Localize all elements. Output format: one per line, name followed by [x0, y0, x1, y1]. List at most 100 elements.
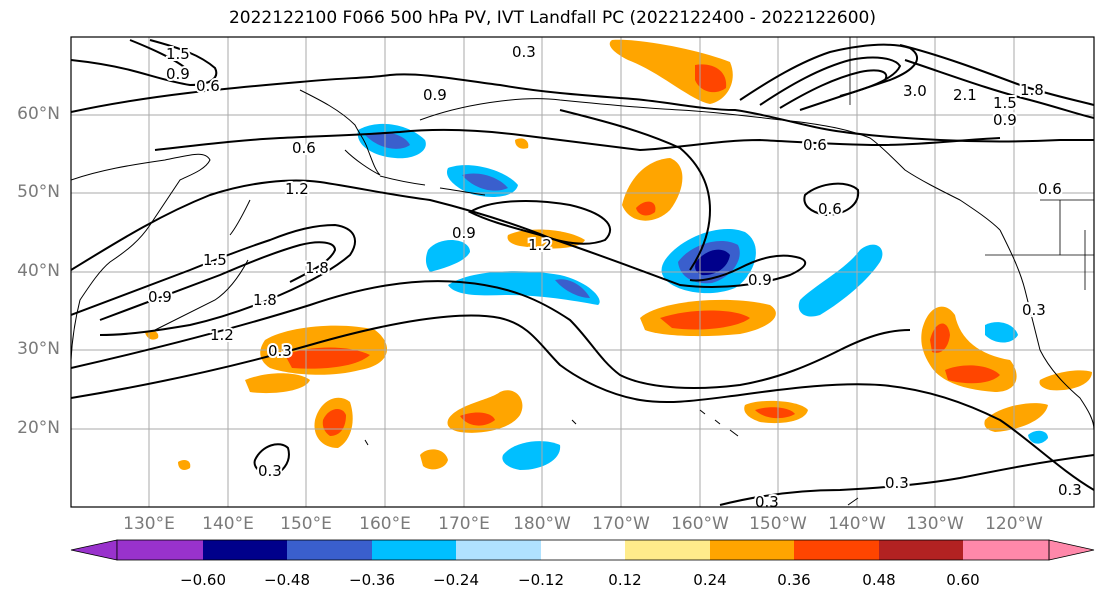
- colorbar-segment: [710, 540, 794, 560]
- contour-line: [99, 241, 337, 321]
- lat-label: 20°N: [17, 418, 60, 438]
- contour-label: 1.2: [528, 236, 552, 254]
- colorbar-segment: [203, 540, 287, 560]
- contour-line: [253, 443, 290, 477]
- contour-label: 0.9: [148, 288, 172, 306]
- contour-label: 0.3: [1058, 481, 1082, 499]
- colorbar-segment: [287, 540, 372, 560]
- map-title: 2022122100 F066 500 hPa PV, IVT Landfall…: [228, 8, 876, 28]
- contour-line: [154, 128, 1001, 152]
- pv-negative-patch: [462, 173, 508, 191]
- contour-label: 0.9: [993, 111, 1017, 129]
- lon-label: 150°W: [749, 514, 807, 534]
- alaska-coastline: [419, 98, 1001, 231]
- pv-positive-patch: [420, 449, 448, 470]
- contour-label: 0.3: [1022, 301, 1046, 319]
- lon-label: 160°E: [359, 514, 411, 534]
- contour-line: [71, 280, 911, 389]
- lon-label: 170°E: [438, 514, 490, 534]
- colorbar: [70, 539, 1095, 561]
- colorbar-frame: [116, 539, 1050, 561]
- pv-negative-patch: [365, 132, 410, 149]
- contour-label: 0.3: [268, 342, 292, 360]
- pv-negative-patch: [555, 279, 590, 298]
- contour-label: 0.9: [452, 224, 476, 242]
- lon-label: 140°E: [202, 514, 254, 534]
- contour-line: [71, 39, 218, 87]
- contour-line: [129, 39, 191, 73]
- lon-label: 180°W: [513, 514, 571, 534]
- colorbar-tick-label: −0.36: [349, 571, 395, 589]
- hawaii-islands: [699, 409, 739, 437]
- graticule: [71, 37, 1094, 507]
- shading-layer: [145, 39, 1092, 470]
- lon-label: 120°W: [985, 514, 1043, 534]
- colorbar-tick-label: 0.60: [946, 571, 980, 589]
- lon-label: 150°E: [280, 514, 332, 534]
- colorbar-segment: [794, 540, 879, 560]
- japan-coastline: [154, 199, 251, 331]
- contour-label: 0.6: [1038, 180, 1062, 198]
- pv-positive-patch: [695, 64, 727, 93]
- contour-label: 1.8: [253, 291, 277, 309]
- colorbar-segment: [372, 540, 456, 560]
- colorbar-tick-label: 0.24: [693, 571, 727, 589]
- contour-label: 0.9: [423, 86, 447, 104]
- colorbar-segment: [541, 540, 625, 560]
- pacific-islands: [364, 419, 859, 506]
- pv-positive-patch: [460, 412, 495, 426]
- lon-label: 130°E: [123, 514, 175, 534]
- pv-negative-patch: [502, 441, 561, 470]
- colorbar-tick-label: 0.48: [862, 571, 896, 589]
- lon-label: 130°W: [906, 514, 964, 534]
- lon-label: 140°W: [828, 514, 886, 534]
- contour-line: [71, 314, 1094, 491]
- pv-negative-patch: [798, 244, 883, 317]
- colorbar-segment: [625, 540, 710, 560]
- contour-label: 0.6: [803, 136, 827, 154]
- lat-label: 40°N: [17, 261, 60, 281]
- contour-label: 0.6: [292, 139, 316, 157]
- contour-line: [779, 69, 888, 109]
- contour-label: 1.8: [1020, 81, 1044, 99]
- coastlines: [71, 89, 1094, 506]
- contour-line: [71, 73, 1094, 143]
- contour-line: [899, 44, 1094, 106]
- north-america-coast: [999, 229, 1094, 431]
- lat-label: 30°N: [17, 339, 60, 359]
- colorbar-tick-label: 0.36: [777, 571, 811, 589]
- colorbar-low-extension: [70, 539, 118, 561]
- contour-label: 0.3: [512, 43, 536, 61]
- colorbar-segment: [456, 540, 541, 560]
- lon-label: 170°W: [592, 514, 650, 534]
- contour-line: [719, 454, 1094, 506]
- colorbar-segment: [117, 540, 203, 560]
- pv-positive-patch: [515, 138, 529, 149]
- contour-label: 1.2: [210, 326, 234, 344]
- pv-positive-patch: [1039, 370, 1092, 391]
- colorbar-tick-label: −0.48: [264, 571, 310, 589]
- contour-label: 0.3: [885, 474, 909, 492]
- pv-positive-patch: [245, 373, 310, 394]
- pv-positive-patch: [145, 330, 159, 340]
- pv-negative-patch: [1028, 430, 1048, 444]
- kamchatka-coastline: [299, 89, 381, 176]
- contour-label: 1.8: [305, 259, 329, 277]
- aleutian-islands: [379, 175, 486, 196]
- colorbar-segment: [963, 540, 1049, 560]
- contour-line: [71, 223, 356, 336]
- contour-label: 1.5: [166, 45, 190, 63]
- contour-label: 2.1: [953, 86, 977, 104]
- map-frame: [70, 36, 1095, 508]
- pv-positive-patch: [636, 201, 656, 216]
- asia-coastline: [71, 153, 211, 361]
- colorbar-high-extension: [1048, 539, 1095, 561]
- pv-positive-patch: [945, 365, 1000, 384]
- pv-positive-patch: [622, 158, 683, 221]
- contour-label: 1.5: [993, 94, 1017, 112]
- contour-label: 1.2: [285, 180, 309, 198]
- contour-line: [759, 56, 902, 106]
- pv-positive-patch: [447, 390, 523, 433]
- lat-label: 50°N: [17, 182, 60, 202]
